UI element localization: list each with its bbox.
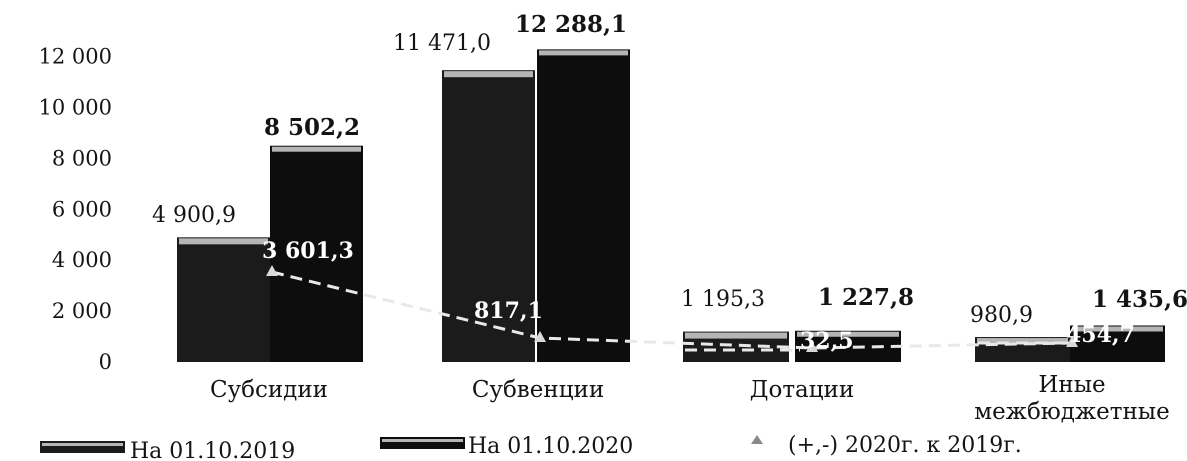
bar-2019-highlight (444, 71, 533, 77)
bar-2020-highlight (272, 147, 361, 152)
data-label-diff: 454,7 (1066, 322, 1135, 348)
legend-label-diff: (+,-) 2020г. к 2019г. (788, 433, 1022, 458)
y-tick-label: 4 000 (52, 248, 112, 272)
legend-swatch-2020 (380, 437, 465, 449)
data-label-diff: 3 601,3 (262, 238, 354, 264)
data-label-2019: 4 900,9 (152, 203, 236, 228)
category-label: Иные межбюджетные (974, 372, 1169, 425)
legend-label-2020: На 01.10.2020 (468, 434, 633, 459)
y-tick-label: 12 000 (39, 45, 112, 69)
category-label: Субсидии (210, 377, 328, 403)
y-tick-label: 6 000 (52, 197, 112, 221)
bar-2020 (537, 49, 630, 362)
bar-2019-highlight (685, 333, 787, 339)
legend-marker-diff (751, 435, 763, 444)
legend-swatch-2020-highlight (382, 439, 463, 442)
data-label-2019: 11 471,0 (393, 31, 491, 56)
legend-swatch-2019 (40, 441, 125, 453)
data-label-2020: 12 288,1 (515, 11, 627, 38)
bar-2019 (177, 237, 270, 362)
data-label-diff: 817,1 (474, 298, 543, 324)
data-label-2019: 980,9 (970, 303, 1033, 328)
y-tick-label: 2 000 (52, 299, 112, 323)
data-label-2020: 1 435,6 (1092, 286, 1187, 313)
category-label: Субвенции (472, 377, 604, 403)
data-label-2020: 1 227,8 (818, 284, 914, 311)
data-label-diff: 32,5 (800, 328, 854, 354)
bar-2019-highlight (179, 238, 268, 244)
category-label: Дотации (750, 377, 854, 403)
bar-2020-highlight (539, 50, 628, 55)
diff-line (272, 272, 1072, 348)
y-tick-label: 8 000 (52, 146, 112, 170)
data-label-2020: 8 502,2 (264, 114, 360, 141)
data-label-2019: 1 195,3 (681, 287, 765, 312)
y-tick-label: 0 (99, 350, 112, 374)
legend-swatch-2019-highlight (42, 443, 123, 446)
legend-label-2019: На 01.10.2019 (130, 439, 295, 461)
y-tick-label: 10 000 (39, 96, 112, 120)
